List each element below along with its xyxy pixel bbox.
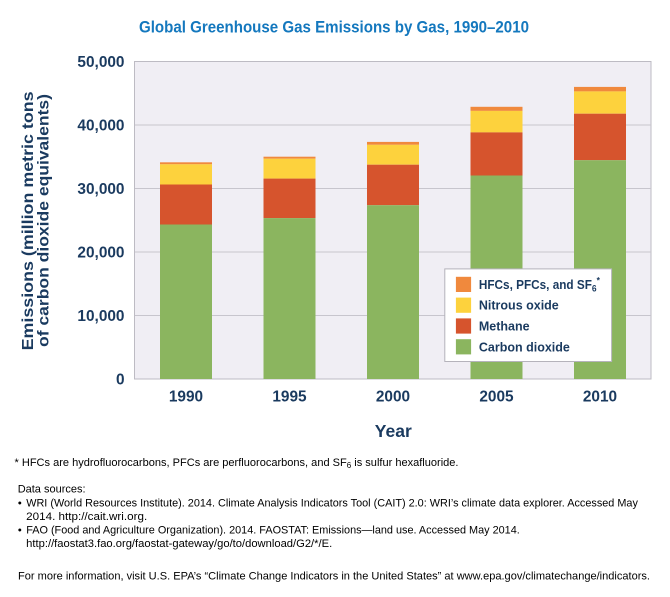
svg-text:FAO (Food and Agriculture Orga: FAO (Food and Agriculture Organization).… bbox=[26, 524, 520, 536]
svg-text:* HFCs are hydrofluorocarbons,: * HFCs are hydrofluorocarbons, PFCs are … bbox=[15, 457, 459, 470]
svg-text:Year: Year bbox=[375, 421, 412, 441]
svg-text:•: • bbox=[18, 524, 22, 536]
svg-text:Carbon dioxide: Carbon dioxide bbox=[479, 340, 570, 354]
svg-text:40,000: 40,000 bbox=[77, 117, 124, 134]
svg-text:Global Greenhouse Gas Emission: Global Greenhouse Gas Emissions by Gas, … bbox=[139, 17, 529, 36]
svg-text:HFCs, PFCs, and SF6*: HFCs, PFCs, and SF6* bbox=[479, 275, 600, 293]
svg-text:30,000: 30,000 bbox=[77, 181, 124, 198]
svg-text:1995: 1995 bbox=[272, 389, 307, 406]
svg-text:Nitrous oxide: Nitrous oxide bbox=[479, 299, 559, 313]
svg-text:Methane: Methane bbox=[479, 320, 530, 334]
svg-text:2000: 2000 bbox=[376, 389, 410, 406]
svg-text:2005: 2005 bbox=[479, 389, 514, 406]
svg-text:2010: 2010 bbox=[583, 389, 617, 406]
svg-text:WRI (World Resources Institute: WRI (World Resources Institute). 2014. C… bbox=[26, 498, 638, 510]
svg-text:http://faostat3.fao.org/faosta: http://faostat3.fao.org/faostat-gateway/… bbox=[26, 538, 332, 550]
svg-text:2014. http://cait.wri.org.: 2014. http://cait.wri.org. bbox=[26, 511, 147, 523]
svg-text:0: 0 bbox=[116, 371, 125, 388]
svg-text:•: • bbox=[18, 498, 22, 510]
svg-text:For more information, visit U.: For more information, visit U.S. EPA’s “… bbox=[18, 571, 650, 583]
svg-text:Data sources:: Data sources: bbox=[18, 484, 86, 496]
svg-text:10,000: 10,000 bbox=[77, 308, 124, 325]
svg-text:50,000: 50,000 bbox=[77, 54, 124, 71]
svg-text:of carbon dioxide equivalents): of carbon dioxide equivalents) bbox=[36, 94, 53, 347]
svg-text:Emissions (million metric tons: Emissions (million metric tons bbox=[20, 91, 37, 350]
svg-text:1990: 1990 bbox=[169, 389, 203, 406]
svg-text:20,000: 20,000 bbox=[77, 244, 124, 261]
